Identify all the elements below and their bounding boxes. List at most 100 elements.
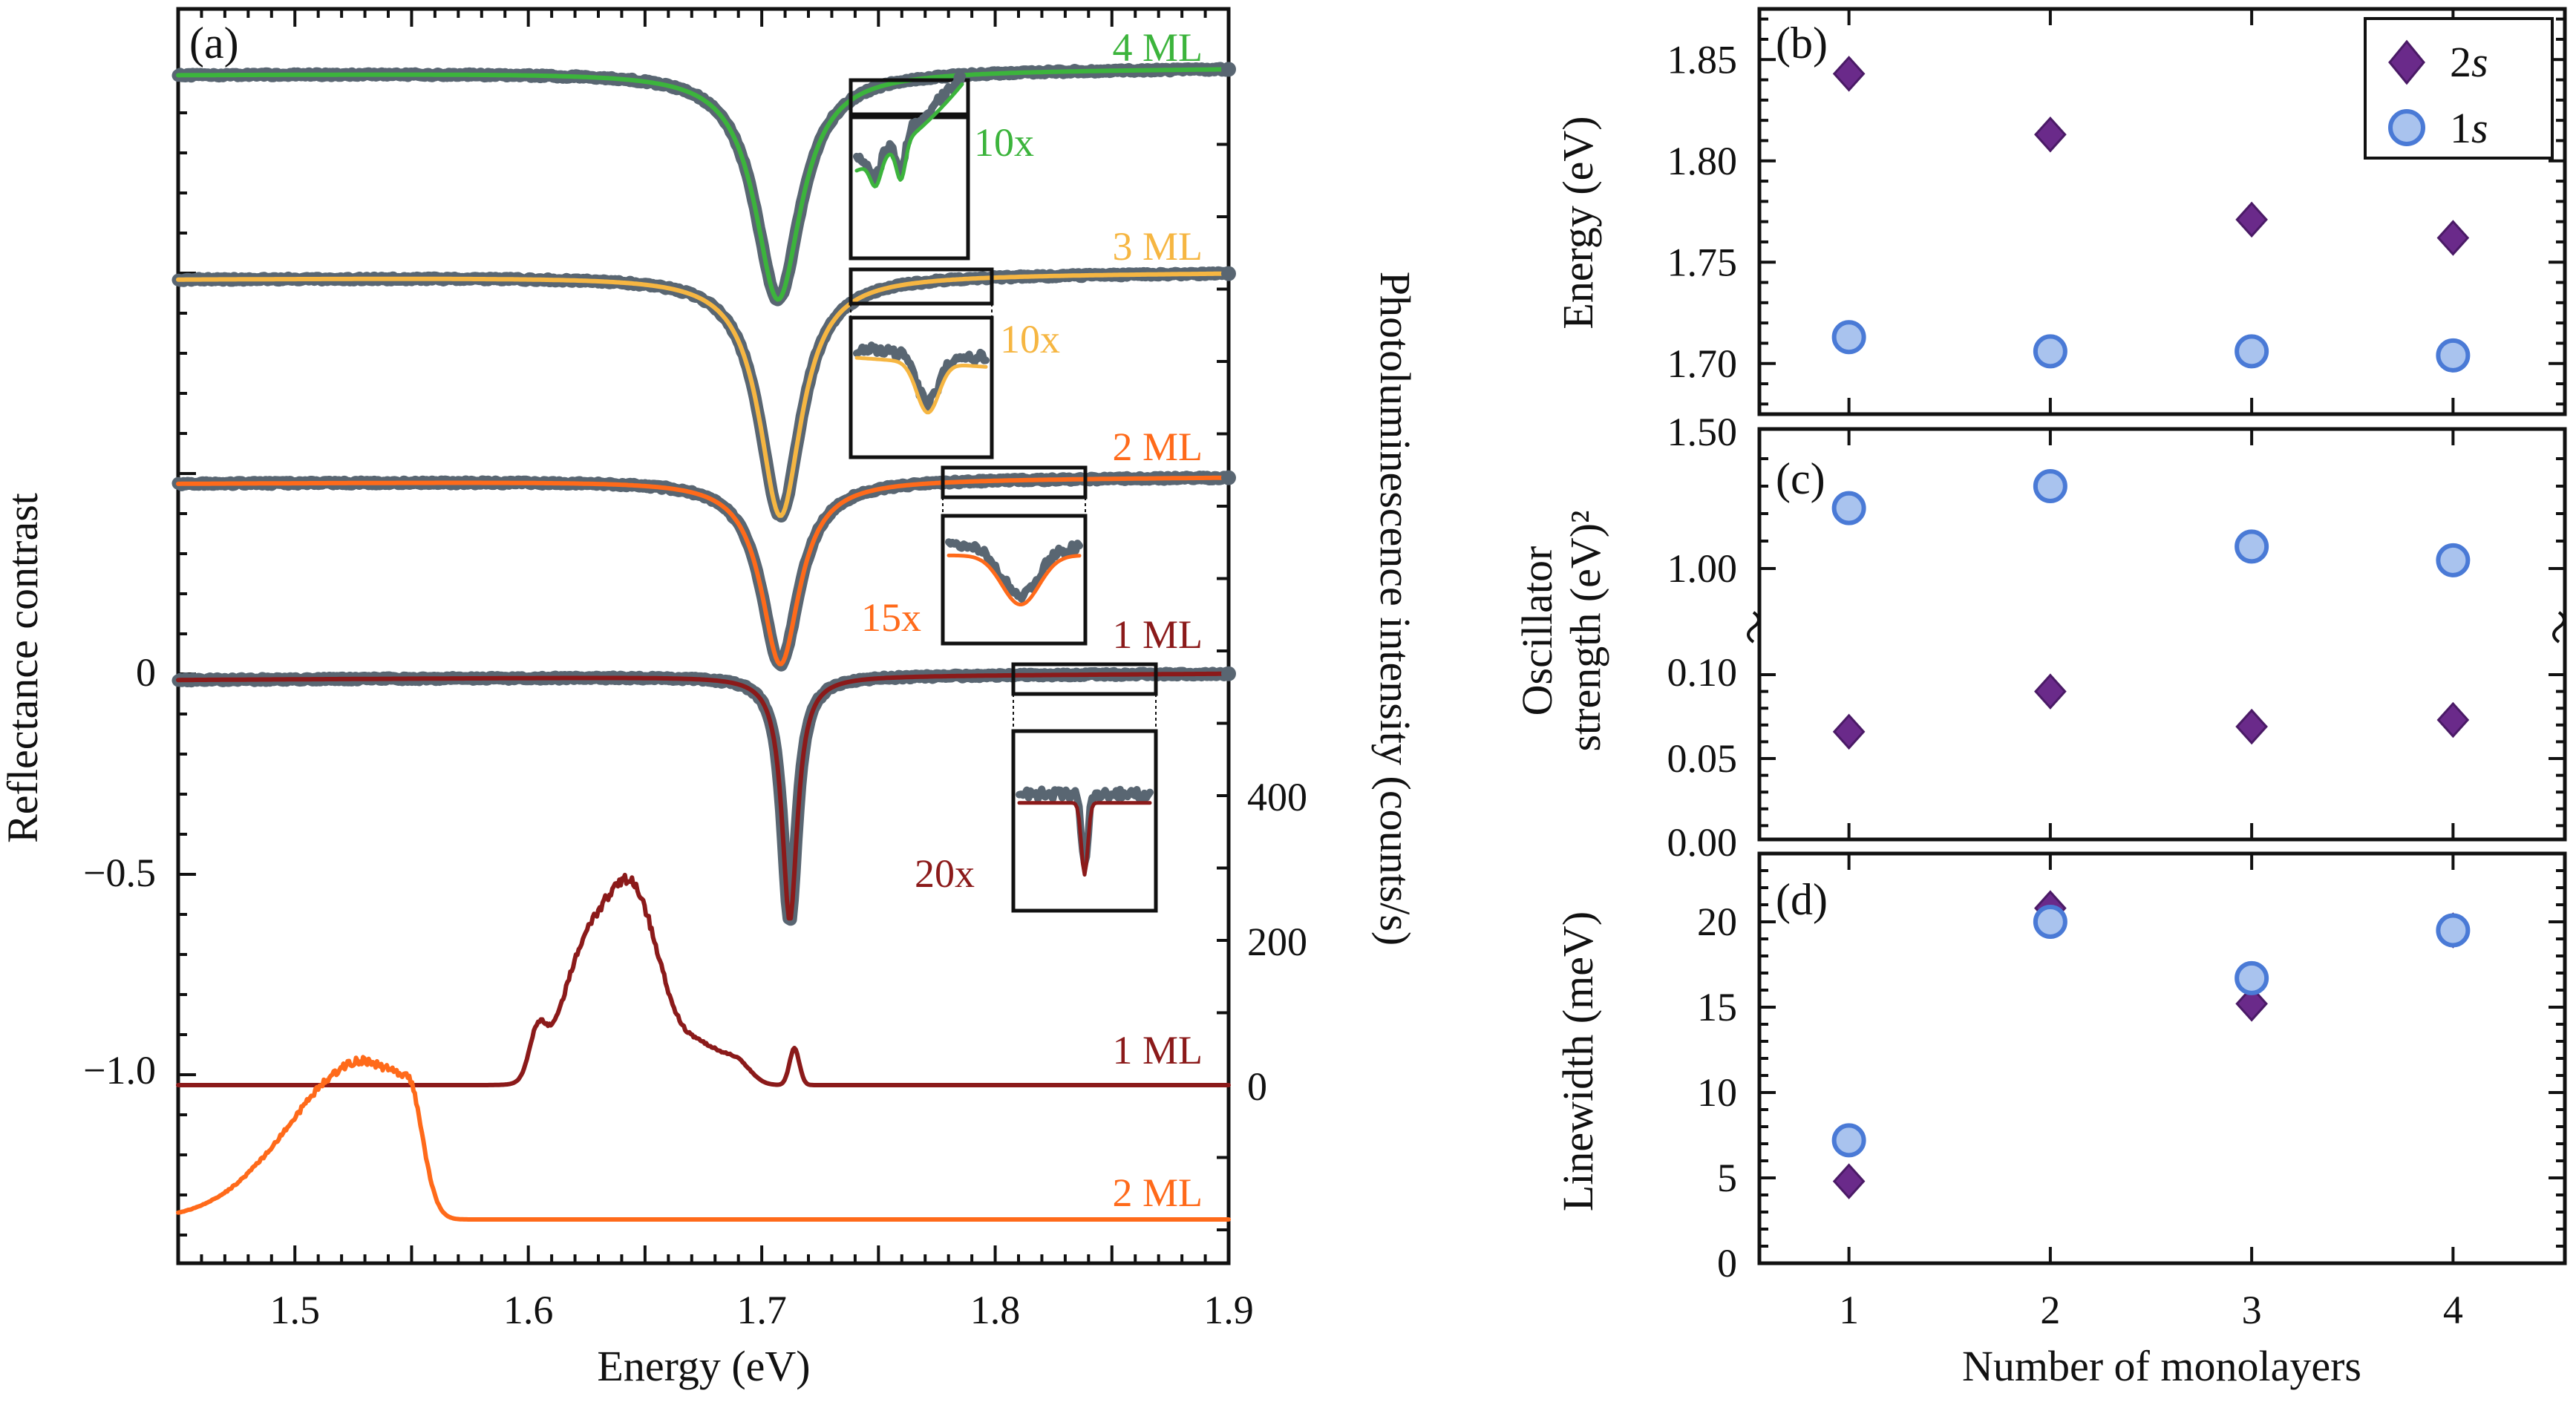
c-yaxis-label-line2: strength (eV)² <box>1561 510 1609 751</box>
oscillator-1s-point <box>1831 491 1866 525</box>
label-4ml: 4 ML <box>1113 25 1203 70</box>
energy-2s-point <box>2436 220 2470 256</box>
panel-a: (a) 1.5 1.6 1.7 1.8 1.9 Energy (eV) 0 −0… <box>0 7 1419 1390</box>
oscillator-1s-point <box>2436 543 2471 577</box>
panel-c-ticks <box>1759 429 2565 839</box>
inset-fit-line <box>854 356 988 415</box>
panel-b-label: (b) <box>1776 19 1828 68</box>
trace-end-marker <box>1221 266 1236 281</box>
panel-d-label: (d) <box>1776 875 1828 924</box>
energy-1s-point <box>1831 320 1866 355</box>
energy-1s-point <box>2235 334 2269 369</box>
reflectance-fit-1ml <box>176 671 1230 921</box>
energy-2s-point <box>1832 56 1866 92</box>
b-yaxis-label: Energy (eV) <box>1554 116 1602 329</box>
panel-d-ticks <box>1759 854 2565 1265</box>
a-ytick-label: −1.0 <box>83 1048 156 1093</box>
c-yaxis-label-line1: Oscillator <box>1513 546 1561 716</box>
d-xtick-label: 1 <box>1839 1288 1859 1332</box>
oscillator-1s-point <box>2033 469 2067 503</box>
legend-1s-label: 1s <box>2450 104 2488 152</box>
inset-measured-line <box>853 341 990 413</box>
linewidth-1s-point <box>1831 1123 1866 1158</box>
inset-source-box <box>941 465 1088 500</box>
c-ytick-label: 0.10 <box>1667 650 1738 695</box>
a-xtick-label: 1.9 <box>1203 1288 1254 1332</box>
reflectance-fit-2ml <box>176 475 1230 667</box>
panel-a-label: (a) <box>189 19 239 68</box>
legend: 2s 1s <box>2364 17 2554 160</box>
panel-b-frame <box>1757 7 2567 416</box>
d-yaxis-label: Linewidth (meV) <box>1554 911 1602 1211</box>
inset-measured-line <box>853 72 966 186</box>
inset-source-box <box>849 267 994 306</box>
oscillator-2s-point <box>2436 701 2470 738</box>
a-xtick-label: 1.6 <box>503 1288 554 1332</box>
legend-2s-label: 2s <box>2450 38 2488 86</box>
inset-mag-label: 15x <box>861 595 921 640</box>
inset-mag-label: 10x <box>974 120 1034 165</box>
oscillator-2s-point <box>2235 708 2268 745</box>
panel-d-frame <box>1757 851 2567 1265</box>
panel-a-frame <box>176 7 1231 1265</box>
legend-circle-marker <box>2388 109 2425 146</box>
label-pl-1ml: 1 ML <box>1113 1028 1203 1072</box>
d-xaxis-label: Number of monolayers <box>1962 1342 2361 1390</box>
a-yaxis-right-label: Photoluminescence intensity (counts/s) <box>1371 272 1419 946</box>
oscillator-2s-point <box>2034 673 2067 710</box>
a-ytick-label: −0.5 <box>83 851 156 895</box>
axis-break-left <box>1747 611 1760 643</box>
a-xtick-label: 1.5 <box>269 1288 320 1332</box>
panel-d: (d) 0 5 10 15 20 Linewidth (meV) 1 2 3 4… <box>1554 851 2567 1390</box>
energy-1s-point <box>2033 334 2067 369</box>
a-right-ytick-label: 200 <box>1247 920 1307 964</box>
panel-c-points <box>1831 469 2471 750</box>
linewidth-2s-point <box>1832 1163 1866 1199</box>
d-ytick-label: 5 <box>1717 1156 1737 1200</box>
d-ytick-label: 15 <box>1697 985 1737 1029</box>
b-ytick-label: 1.85 <box>1667 37 1738 82</box>
c-ytick-label: 1.00 <box>1667 546 1738 591</box>
inset-zoom-box <box>1011 729 1158 913</box>
d-ytick-label: 20 <box>1697 900 1737 944</box>
c-ytick-label: 0.05 <box>1667 736 1738 781</box>
oscillator-1s-point <box>2235 529 2269 564</box>
d-xtick-label: 4 <box>2443 1288 2463 1332</box>
energy-2s-point <box>2235 201 2268 238</box>
linewidth-1s-point <box>2235 960 2269 995</box>
inset-mag-label: 20x <box>915 851 975 896</box>
linewidth-1s-point <box>2033 905 2067 939</box>
inset-fit-line <box>854 82 964 189</box>
legend-diamond-marker <box>2388 39 2425 85</box>
d-ytick-label: 0 <box>1717 1241 1737 1286</box>
reflectance-fit-4ml <box>176 67 1230 302</box>
a-right-ytick-label: 0 <box>1247 1064 1267 1109</box>
c-ytick-label: 0.00 <box>1667 820 1738 865</box>
inset-fit-line <box>947 553 1082 606</box>
a-xtick-label: 1.8 <box>970 1288 1021 1332</box>
b-ytick-label: 1.80 <box>1667 139 1738 183</box>
a-xaxis-label: Energy (eV) <box>597 1342 810 1390</box>
energy-1s-point <box>2436 338 2471 373</box>
oscillator-2s-point <box>1832 713 1866 750</box>
trace-end-marker <box>1221 470 1236 485</box>
a-xtick-label: 1.7 <box>736 1288 787 1332</box>
pl-1ml-line <box>176 872 1231 1087</box>
reflectance-spectra <box>171 62 1236 926</box>
panel-b-ticks <box>1759 9 2565 414</box>
panel-b: (b) 1.70 1.75 1.80 1.85 Energy (eV) 2s 1… <box>1554 7 2567 416</box>
inset-measured-line <box>1016 785 1154 868</box>
label-pl-2ml: 2 ML <box>1113 1170 1203 1215</box>
inset-source-box <box>1011 662 1158 696</box>
panel-c: (c) 1.50 1.00 0.10 0.05 0.00 Oscillator … <box>1513 410 2567 865</box>
label-1ml: 1 ML <box>1113 612 1203 657</box>
inset-source-box <box>849 78 970 117</box>
pl-2ml-line <box>176 1055 1231 1222</box>
a-right-ytick-label: 400 <box>1247 775 1307 819</box>
a-ytick-label: 0 <box>136 650 156 695</box>
linewidth-2s-point <box>2235 986 2268 1022</box>
b-ytick-label: 1.70 <box>1667 341 1738 386</box>
panel-c-label: (c) <box>1776 454 1825 503</box>
pl-spectra <box>176 872 1231 1222</box>
panel-d-points <box>1831 890 2471 1199</box>
